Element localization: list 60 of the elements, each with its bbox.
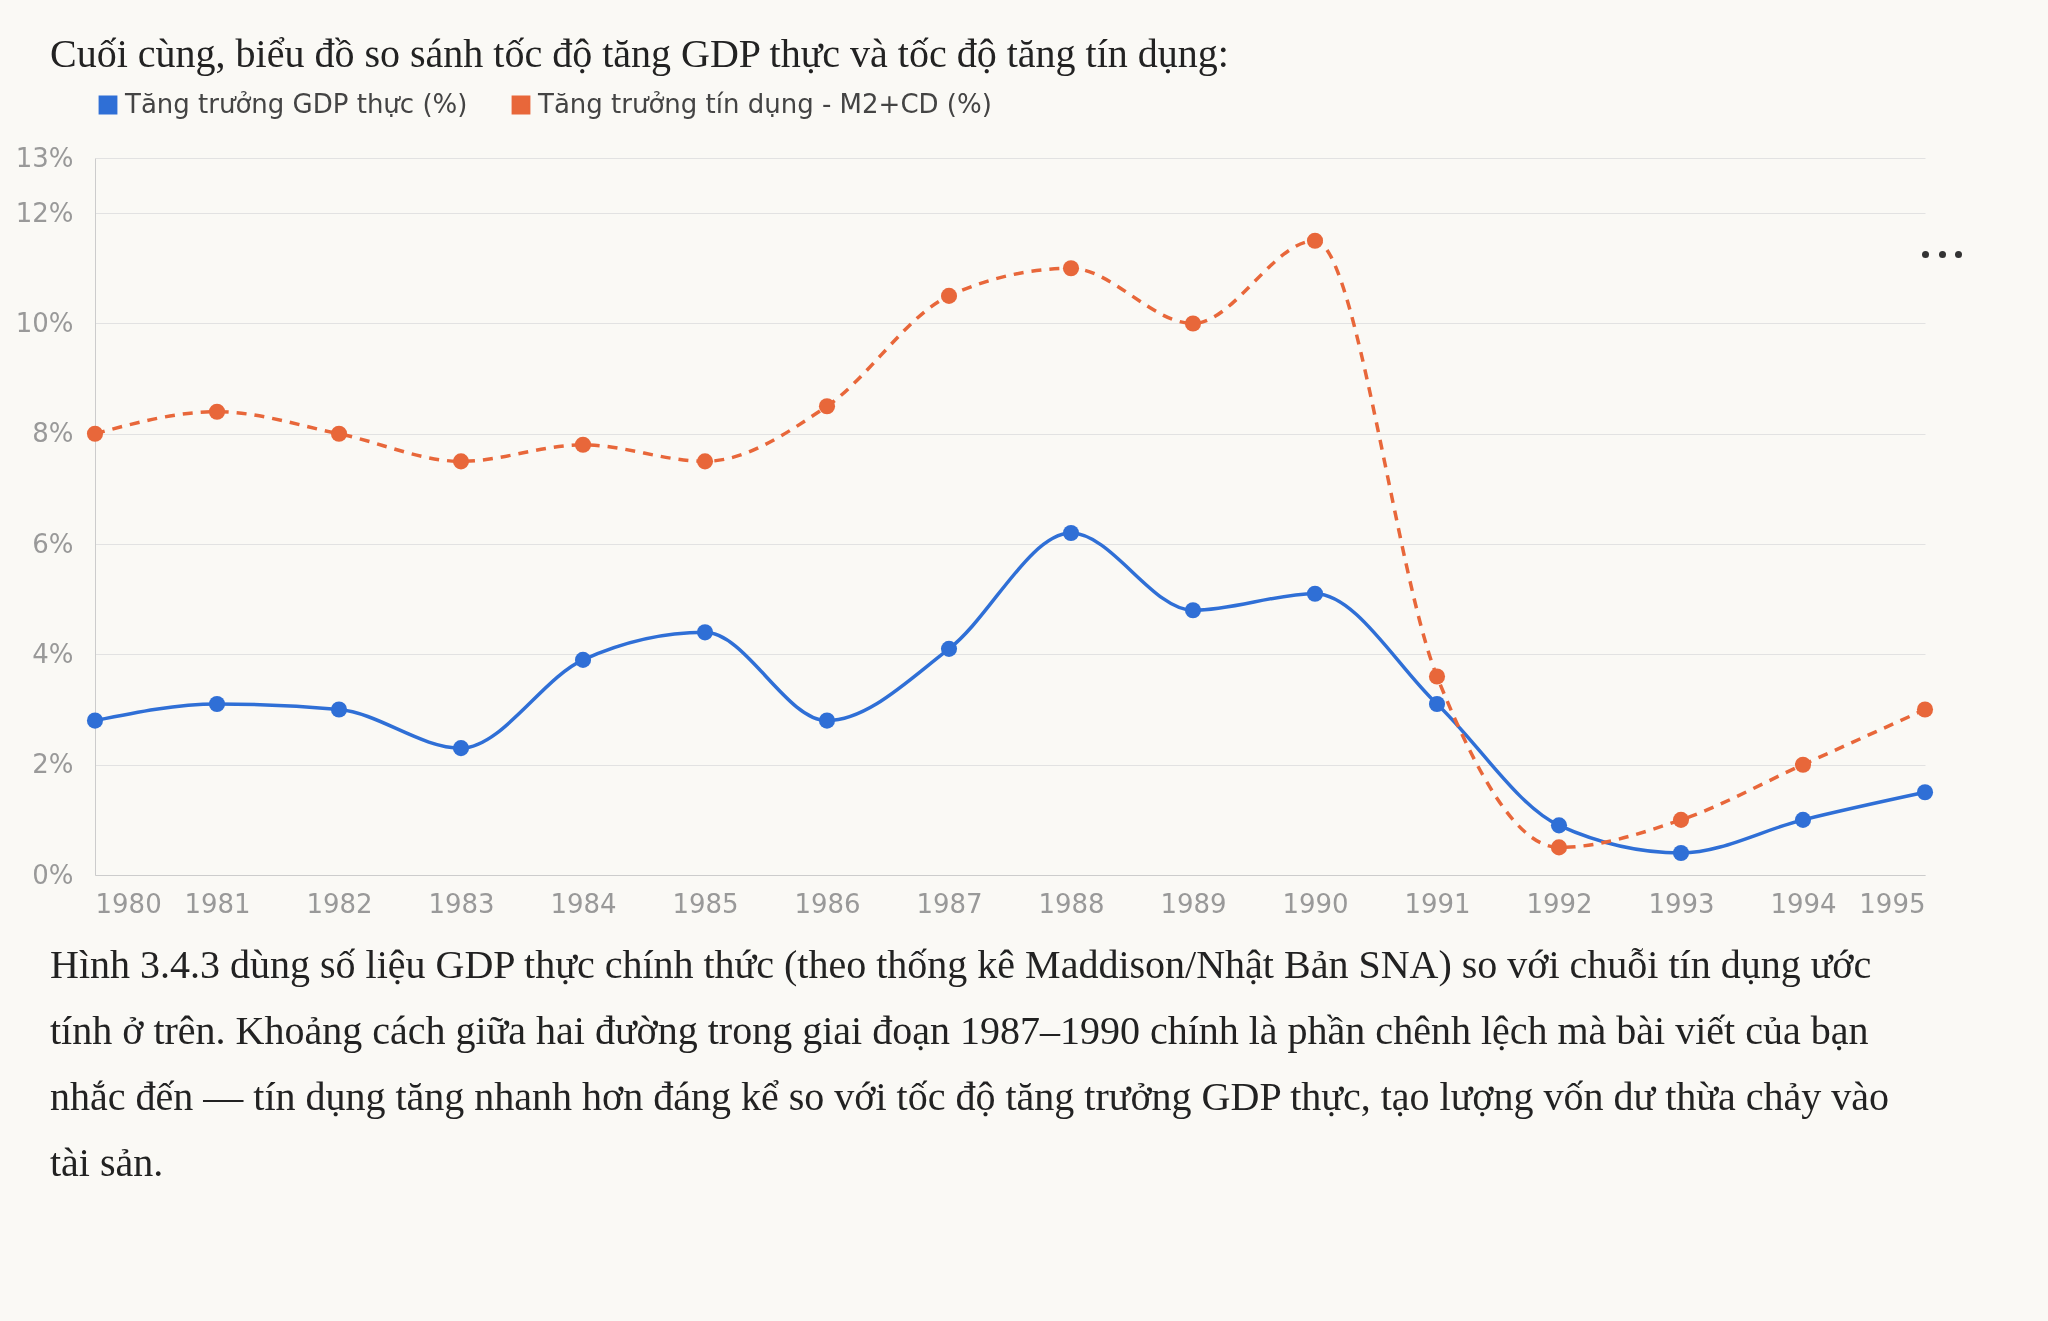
point [1550, 817, 1568, 834]
point [1184, 315, 1202, 332]
x-tick-label: 1985 [672, 888, 739, 919]
point [208, 695, 226, 713]
point [696, 453, 714, 470]
point [818, 398, 836, 415]
point [1672, 811, 1690, 828]
x-tick-label: 1987 [916, 888, 983, 919]
point [1062, 525, 1080, 542]
x-tick-label: 1981 [184, 888, 251, 919]
point [208, 403, 226, 420]
x-tick-label: 1995 [1859, 888, 1926, 919]
y-tick-label: 6% [32, 528, 74, 559]
y-tick-label: 13% [15, 142, 74, 173]
point [818, 712, 836, 729]
point [1428, 668, 1446, 685]
point [1428, 695, 1446, 713]
point [940, 287, 958, 304]
x-tick-label: 1988 [1038, 888, 1105, 919]
point [1794, 811, 1812, 828]
chart-title: Cuối cùng, biểu đồ so sánh tốc độ tăng GDP thực và tốc độ tăng tín dụng: [49, 30, 1230, 77]
point [1672, 844, 1690, 861]
point [452, 453, 470, 470]
point [452, 740, 470, 757]
x-tick-label: 1991 [1404, 888, 1471, 919]
text: Hình 3.4.3 dùng số liệu GDP thực chính thức (theo thống kê Maddison/Nhật Bản SNA) so với chuỗi tín dụng ước tính ở trên. Khoảng cách giữa hai đường trong giai đoạn 1987–1990 chính là phần chênh lệch mà bài viết của bạn nhắc đến — tín dụng tăng nhanh hơn đáng kể so với tốc độ tăng trưởng GDP thực, tạo lượng vốn dư thừa chảy vào tài sản. [50, 941, 1890, 1187]
x-tick-label: 1993 [1648, 888, 1715, 919]
point [330, 425, 348, 442]
y-tick-label: 12% [15, 197, 74, 228]
x-tick-label: 1990 [1282, 888, 1349, 919]
point [86, 425, 104, 442]
x-tick-label: 1994 [1770, 888, 1837, 919]
x-tick-label: 1983 [428, 888, 495, 919]
x-tick-label: 1992 [1526, 888, 1593, 919]
point [574, 651, 592, 668]
point [574, 436, 592, 453]
x-tick-label: 1980 [95, 888, 162, 919]
point [940, 640, 958, 657]
legend-label: Tăng trưởng GDP thực (%) [124, 89, 468, 119]
point [1306, 232, 1324, 249]
point [1184, 602, 1202, 619]
y-tick-label: 4% [32, 638, 74, 669]
point [1062, 260, 1080, 277]
y-tick-label: 0% [32, 859, 74, 890]
point [86, 712, 104, 729]
y-tick-label: 10% [15, 307, 74, 338]
point [1306, 585, 1324, 602]
x-tick-label: 1989 [1160, 888, 1227, 919]
point [1550, 839, 1568, 856]
legend-label: Tăng trưởng tín dụng - M2+CD (%) [537, 89, 992, 119]
y-tick-label: 2% [32, 749, 74, 780]
x-tick-label: 1982 [306, 888, 373, 919]
x-tick-label: 1986 [794, 888, 861, 919]
point [330, 701, 348, 718]
point [696, 624, 714, 641]
y-tick-label: 8% [32, 418, 74, 449]
point [1916, 701, 1934, 718]
point [1916, 784, 1934, 801]
point [1794, 756, 1812, 773]
x-tick-label: 1984 [550, 888, 617, 919]
